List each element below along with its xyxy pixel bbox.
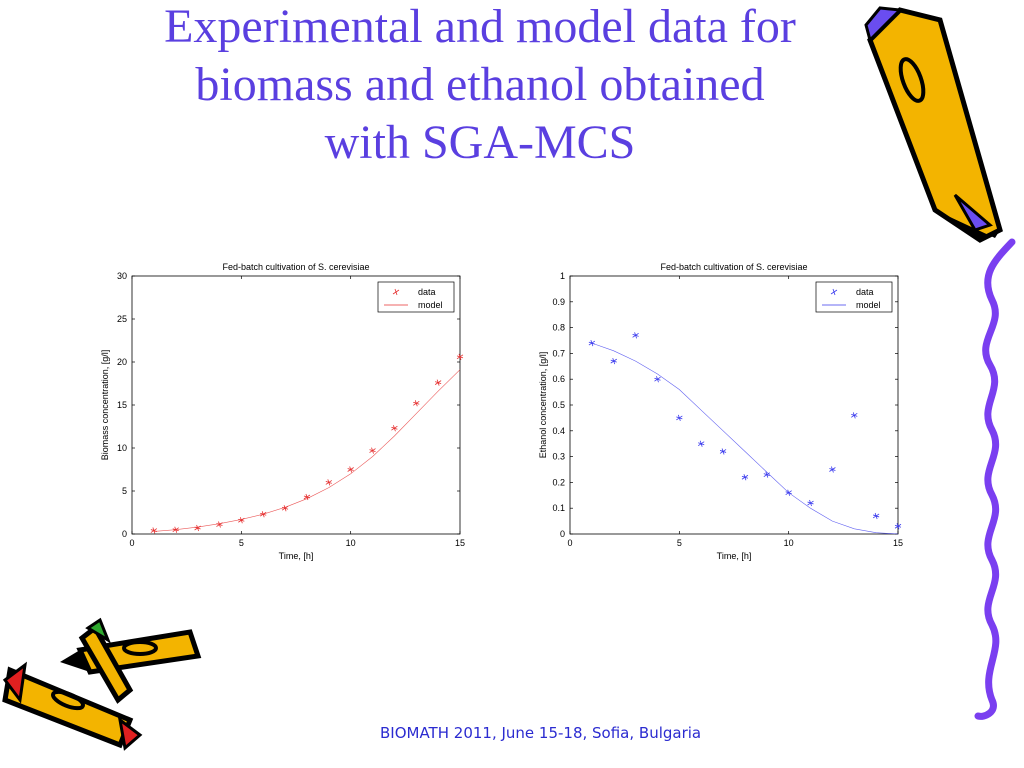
ethanol-data-marker — [697, 440, 705, 447]
ethanol-ytick-label-0: 0 — [560, 529, 565, 539]
ethanol-xtick-label-2: 10 — [784, 538, 794, 548]
title-line-1: Experimental and model data for — [164, 0, 796, 53]
biomass-plot-area — [131, 275, 461, 535]
biomass-ytick-label-0: 0 — [122, 529, 127, 539]
ethanol-xtick-label-3: 15 — [893, 538, 903, 548]
ethanol-data-point — [807, 499, 814, 507]
ethanol-ytick-label-6: 0.6 — [552, 374, 565, 384]
pencil-top-right-icon — [864, 6, 1003, 243]
biomass-data-point — [391, 425, 398, 432]
ethanol-data-marker — [719, 448, 727, 455]
ethanol-data-point — [676, 414, 683, 422]
ethanol-data-point — [697, 440, 705, 447]
ethanol-data-point — [872, 512, 880, 520]
ethanol-data-marker — [807, 499, 814, 507]
biomass-ytick-label-6: 30 — [117, 271, 127, 281]
ethanol-ytick-label-9: 0.9 — [552, 297, 565, 307]
pencil-crayons-bottom-left-icon — [2, 617, 202, 751]
biomass-xtick-label-0: 0 — [129, 538, 134, 548]
ethanol-data-marker — [851, 412, 858, 419]
biomass-data-marker — [347, 466, 354, 473]
biomass-data-marker — [325, 479, 333, 486]
ethanol-legend-label-1: model — [856, 300, 881, 310]
ethanol-xlabel: Time, [h] — [717, 551, 752, 561]
biomass-xtick-label-1: 5 — [239, 538, 244, 548]
biomass-model-line — [153, 369, 461, 532]
biomass-data-marker — [281, 505, 289, 512]
ethanol-data-point — [851, 412, 858, 419]
ethanol-legend-label-0: data — [856, 287, 874, 297]
biomass-xlabel: Time, [h] — [279, 551, 314, 561]
ethanol-data-marker — [829, 466, 836, 473]
ethanol-data-point — [719, 448, 727, 455]
ethanol-model-line — [591, 342, 899, 535]
biomass-legend-label-0: data — [418, 287, 436, 297]
biomass-ytick-label-5: 25 — [117, 314, 127, 324]
biomass-chart-svg: Fed-batch cultivation of S. cerevisiae 0 5… — [100, 262, 465, 561]
biomass-legend-label-1: model — [418, 300, 443, 310]
ethanol-title: Fed-batch cultivation of S. cerevisiae — [660, 262, 807, 272]
biomass-data-point — [434, 379, 442, 386]
ethanol-legend-marker-swatch — [830, 288, 838, 296]
biomass-ytick-label-4: 20 — [117, 357, 127, 367]
ethanol-ytick-label-7: 0.7 — [552, 348, 565, 358]
biomass-chart: Fed-batch cultivation of S. cerevisiae 0 5… — [96, 252, 476, 572]
biomass-xtick-label-2: 10 — [346, 538, 356, 548]
title-line-3: with SGA-MCS — [324, 116, 636, 169]
ethanol-data-point — [741, 474, 749, 481]
footer-text: BIOMATH 2011, June 15-18, Sofia, Bulgari… — [380, 724, 702, 742]
ethanol-data-point — [829, 466, 836, 473]
ethanol-ytick-label-10: 1 — [560, 271, 565, 281]
ethanol-ytick-label-2: 0.2 — [552, 477, 565, 487]
biomass-data-point — [369, 447, 376, 454]
ethanol-ytick-label-3: 0.3 — [552, 452, 565, 462]
ethanol-ytick-label-4: 0.4 — [552, 426, 565, 436]
biomass-data-point — [281, 505, 289, 512]
biomass-ytick-label-1: 5 — [122, 486, 127, 496]
biomass-data-point — [325, 479, 333, 486]
ethanol-data-point — [610, 358, 617, 365]
biomass-ylabel: Biomass concentration, [g/l] — [100, 350, 110, 461]
ethanol-data-marker — [610, 358, 617, 365]
ethanol-data-marker — [894, 523, 902, 530]
ethanol-ytick-label-1: 0.1 — [552, 503, 565, 513]
ethanol-data-marker — [654, 376, 661, 383]
slide-title: Experimental and model data for biomass … — [90, 0, 870, 172]
ethanol-data-point — [632, 332, 639, 339]
ethanol-chart-svg: Fed-batch cultivation of S. cerevisiae 0 5… — [538, 262, 903, 561]
ethanol-ytick-label-5: 0.5 — [552, 400, 565, 410]
squiggle-line-decoration — [974, 238, 1016, 720]
ethanol-data-marker — [632, 332, 639, 339]
biomass-legend-marker-swatch — [392, 288, 400, 296]
ethanol-ytick-label-8: 0.8 — [552, 323, 565, 333]
biomass-data-marker — [456, 353, 464, 360]
ethanol-data-marker — [763, 471, 771, 478]
ethanol-data-marker — [676, 414, 683, 422]
ethanol-data-point — [763, 471, 771, 478]
biomass-data-marker — [369, 447, 376, 454]
biomass-data-marker — [413, 400, 420, 407]
biomass-ytick-label-2: 10 — [117, 443, 127, 453]
ethanol-ylabel: Ethanol concentration, [g/l] — [538, 352, 548, 459]
ethanol-data-point — [654, 376, 661, 383]
ethanol-legend-box — [815, 281, 893, 313]
biomass-xtick-label-3: 15 — [455, 538, 465, 548]
title-line-2: biomass and ethanol obtained — [195, 58, 765, 111]
ethanol-xtick-label-1: 5 — [677, 538, 682, 548]
ethanol-data-marker — [872, 512, 880, 520]
biomass-title: Fed-batch cultivation of S. cerevisiae — [222, 262, 369, 272]
biomass-data-marker — [391, 425, 398, 432]
biomass-data-marker — [434, 379, 442, 386]
ethanol-plot-area — [569, 275, 899, 535]
biomass-ytick-label-3: 15 — [117, 400, 127, 410]
ethanol-data-point — [894, 523, 902, 530]
biomass-data-point — [456, 353, 464, 360]
ethanol-data-marker — [741, 474, 749, 481]
biomass-data-point — [347, 466, 354, 473]
biomass-legend-box — [377, 281, 455, 313]
biomass-data-point — [413, 400, 420, 407]
ethanol-xtick-label-0: 0 — [567, 538, 572, 548]
ethanol-chart: Fed-batch cultivation of S. cerevisiae 0 5… — [534, 252, 914, 572]
